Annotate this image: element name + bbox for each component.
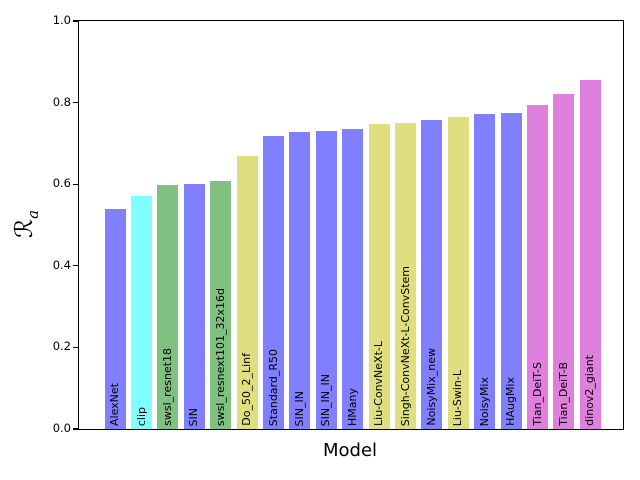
bar-label: NoisyMix_new [425, 348, 439, 426]
bar-label: Standard_R50 [266, 348, 280, 426]
bar-label: Tian_DeiT-B [557, 362, 571, 426]
bar: Singh-ConvNeXt-L-ConvStem [394, 122, 416, 429]
bar-label: SIN_IN [293, 390, 307, 426]
bar: HMany [342, 128, 364, 429]
y-tick-mark [73, 183, 78, 185]
bar: Liu-ConvNeXt-L [368, 124, 390, 429]
y-tick-label: 0.2 [52, 339, 71, 354]
bar: Do_50_2_Linf [236, 156, 258, 429]
bar: Standard_R50 [262, 136, 284, 429]
bar: Liu-Swin-L [447, 116, 469, 429]
bar-label: AlexNet [108, 383, 122, 426]
bar: SIN_IN_IN [315, 130, 337, 429]
y-tick-mark [73, 20, 78, 22]
bar-label: Liu-ConvNeXt-L [372, 341, 386, 426]
y-tick-label: 0.6 [52, 176, 71, 191]
y-tick-mark [73, 102, 78, 104]
plot-area: AlexNet clip swsl_resnet18 SIN swsl_resnext1… [73, 20, 624, 430]
bar: AlexNet [104, 208, 126, 429]
bar-label: HMany [345, 388, 359, 426]
y-tick-label: 0.8 [52, 94, 71, 109]
y-tick-mark [73, 346, 78, 348]
x-axis-title: Model [322, 440, 378, 461]
bar: swsl_resnext101_32x16d [210, 180, 232, 429]
bar-label: Liu-Swin-L [451, 369, 465, 426]
y-tick-label: 0.4 [52, 257, 71, 272]
bar-label: dinov2_giant [583, 355, 597, 426]
y-tick-mark [73, 265, 78, 267]
bar: SIN_IN [289, 131, 311, 429]
bar-label: Tian_DeiT-S [530, 362, 544, 426]
bar: NoisyMix [474, 113, 496, 429]
bar-label: swsl_resnet18 [161, 348, 175, 426]
bar-label: NoisyMix [477, 376, 491, 426]
y-tick-label: 0.0 [52, 421, 71, 435]
bar-label: Do_50_2_Linf [240, 353, 254, 426]
bar-label: clip [134, 406, 148, 426]
bar: NoisyMix_new [421, 119, 443, 429]
bar-label: SIN_IN_IN [319, 373, 333, 426]
bar: Tian_DeiT-S [526, 105, 548, 429]
bar: clip [130, 196, 152, 429]
bar: swsl_resnet18 [157, 185, 179, 429]
bar-label: HAugMix [504, 377, 518, 426]
bar-label: SIN [187, 407, 201, 426]
bar: dinov2_giant [579, 80, 601, 429]
y-tick-label: 1.0 [52, 13, 71, 27]
bar: Tian_DeiT-B [553, 93, 575, 429]
y-axis: 0.0 0.2 0.4 0.6 0.8 1.0 [0, 13, 71, 435]
y-tick-mark [73, 428, 78, 430]
bar: HAugMix [500, 112, 522, 429]
bar-label: Singh-ConvNeXt-L-ConvStem [398, 265, 412, 426]
bar-label: swsl_resnext101_32x16d [213, 287, 227, 426]
bar: SIN [183, 184, 205, 429]
